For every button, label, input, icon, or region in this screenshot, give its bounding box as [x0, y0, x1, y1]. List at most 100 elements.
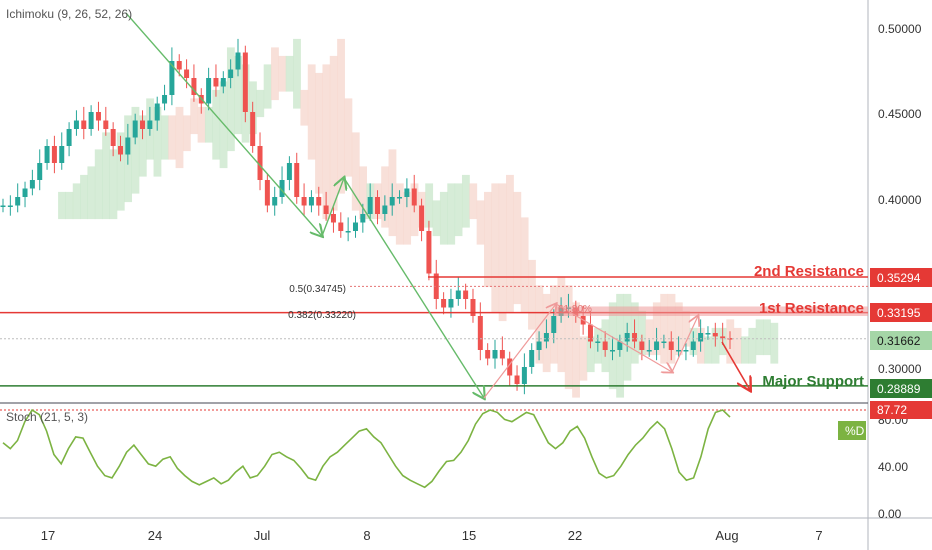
cloud-segment — [770, 322, 779, 364]
cloud-segment — [469, 183, 478, 220]
candle-body — [587, 324, 593, 342]
fib-618-label: 61.80% — [558, 304, 592, 315]
trend-arrow — [343, 177, 484, 398]
candle-body — [345, 231, 351, 233]
cloud-segment — [528, 259, 536, 330]
cloud-segment — [667, 293, 676, 364]
stoch-badge-d: %D — [838, 421, 866, 440]
cloud-segment — [704, 336, 713, 364]
cloud-segment — [344, 98, 353, 177]
price-tick: 0.50000 — [878, 22, 922, 36]
candle-body — [0, 205, 6, 207]
candle-body — [610, 350, 616, 352]
candle-body — [286, 163, 292, 180]
candles — [0, 38, 733, 395]
cloud-segment — [674, 302, 683, 356]
cloud-segment — [72, 183, 81, 220]
price-badge-r1: 0.33195 — [870, 303, 932, 322]
cloud-segment — [65, 191, 74, 220]
cloud-segment — [660, 293, 669, 364]
candle-body — [37, 163, 43, 180]
candle-body — [308, 197, 314, 206]
cloud-segment — [741, 336, 749, 364]
cloud-segment — [535, 285, 544, 364]
cloud-segment — [263, 64, 272, 109]
price-badge-last-text: 0.31662 — [877, 334, 921, 348]
price-axis[interactable]: 0.50000 0.45000 0.40000 0.30000 — [878, 22, 922, 376]
candle-body — [367, 197, 373, 214]
candle-body — [668, 341, 674, 350]
candle-body — [184, 69, 190, 78]
price-badge-support-text: 0.28889 — [877, 382, 921, 396]
stoch-axis[interactable]: 80.00 40.00 0.00 — [878, 413, 908, 521]
cloud-segment — [197, 106, 206, 143]
price-tick: 0.30000 — [878, 362, 922, 376]
candle-body — [81, 120, 87, 129]
trend-arrow — [321, 178, 344, 237]
candle-body — [169, 61, 175, 95]
cloud-segment — [109, 149, 118, 220]
candle-body — [352, 222, 358, 231]
cloud-segment — [190, 98, 199, 135]
price-badge-r1-text: 0.33195 — [877, 306, 921, 320]
candle-body — [529, 350, 535, 367]
trend-arrow — [125, 12, 322, 236]
candle-body — [316, 197, 322, 206]
candle-body — [661, 341, 667, 343]
fib-618-zone — [555, 306, 868, 316]
candle-body — [147, 120, 153, 129]
cloud-segment — [520, 217, 529, 313]
candle-body — [338, 222, 344, 231]
candle-body — [220, 78, 226, 87]
candle-body — [140, 120, 146, 129]
cloud-segment — [212, 89, 221, 160]
price-badge-r2-text: 0.35294 — [877, 271, 921, 285]
candle-body — [624, 333, 630, 342]
stoch-pane[interactable] — [0, 403, 868, 518]
candle-body — [301, 197, 307, 206]
candle-body — [485, 350, 491, 359]
candle-body — [397, 197, 403, 199]
cloud-segment — [138, 115, 147, 177]
time-tick: 8 — [363, 528, 370, 543]
candle-body — [44, 146, 50, 163]
candle-body — [639, 341, 645, 350]
candle-body — [206, 78, 212, 104]
candle-body — [690, 341, 696, 350]
trend-arrow — [671, 316, 698, 373]
stoch-label: Stoch (21, 5, 3) — [6, 410, 88, 424]
candle-body — [176, 61, 182, 70]
cloud-segment — [322, 64, 331, 220]
time-axis[interactable]: 17 24 Jul 8 15 22 Aug 7 — [41, 528, 823, 543]
first-resistance-label: 1st Resistance — [759, 300, 864, 317]
candle-body — [514, 375, 520, 384]
candle-body — [698, 333, 704, 342]
cloud-segment — [278, 55, 287, 92]
cloud-segment — [476, 200, 485, 245]
candle-body — [712, 333, 718, 337]
candle-body — [492, 350, 498, 359]
candle-body — [294, 163, 300, 197]
cloud-segment — [447, 183, 456, 245]
cloud-segment — [755, 319, 764, 356]
ichimoku-label: Ichimoku (9, 26, 52, 26) — [6, 7, 132, 21]
cloud-segment — [682, 310, 691, 347]
candle-body — [536, 341, 542, 350]
cloud-segment — [285, 55, 294, 92]
fib-05-label: 0.5(0.34745) — [289, 284, 346, 295]
cloud-segment — [586, 336, 595, 373]
price-badge-support: 0.28889 — [870, 379, 932, 398]
candle-body — [617, 341, 623, 350]
cloud-segment — [432, 200, 441, 237]
candle-body — [683, 350, 689, 352]
cloud-segment — [645, 319, 654, 356]
candle-body — [7, 205, 13, 207]
cloud-segment — [256, 89, 265, 118]
cloud-segment — [153, 106, 162, 177]
price-tick: 0.40000 — [878, 193, 922, 207]
cloud-segment — [638, 310, 647, 356]
candle-body — [29, 180, 35, 189]
candle-body — [441, 299, 447, 308]
cloud-segment — [175, 106, 184, 169]
